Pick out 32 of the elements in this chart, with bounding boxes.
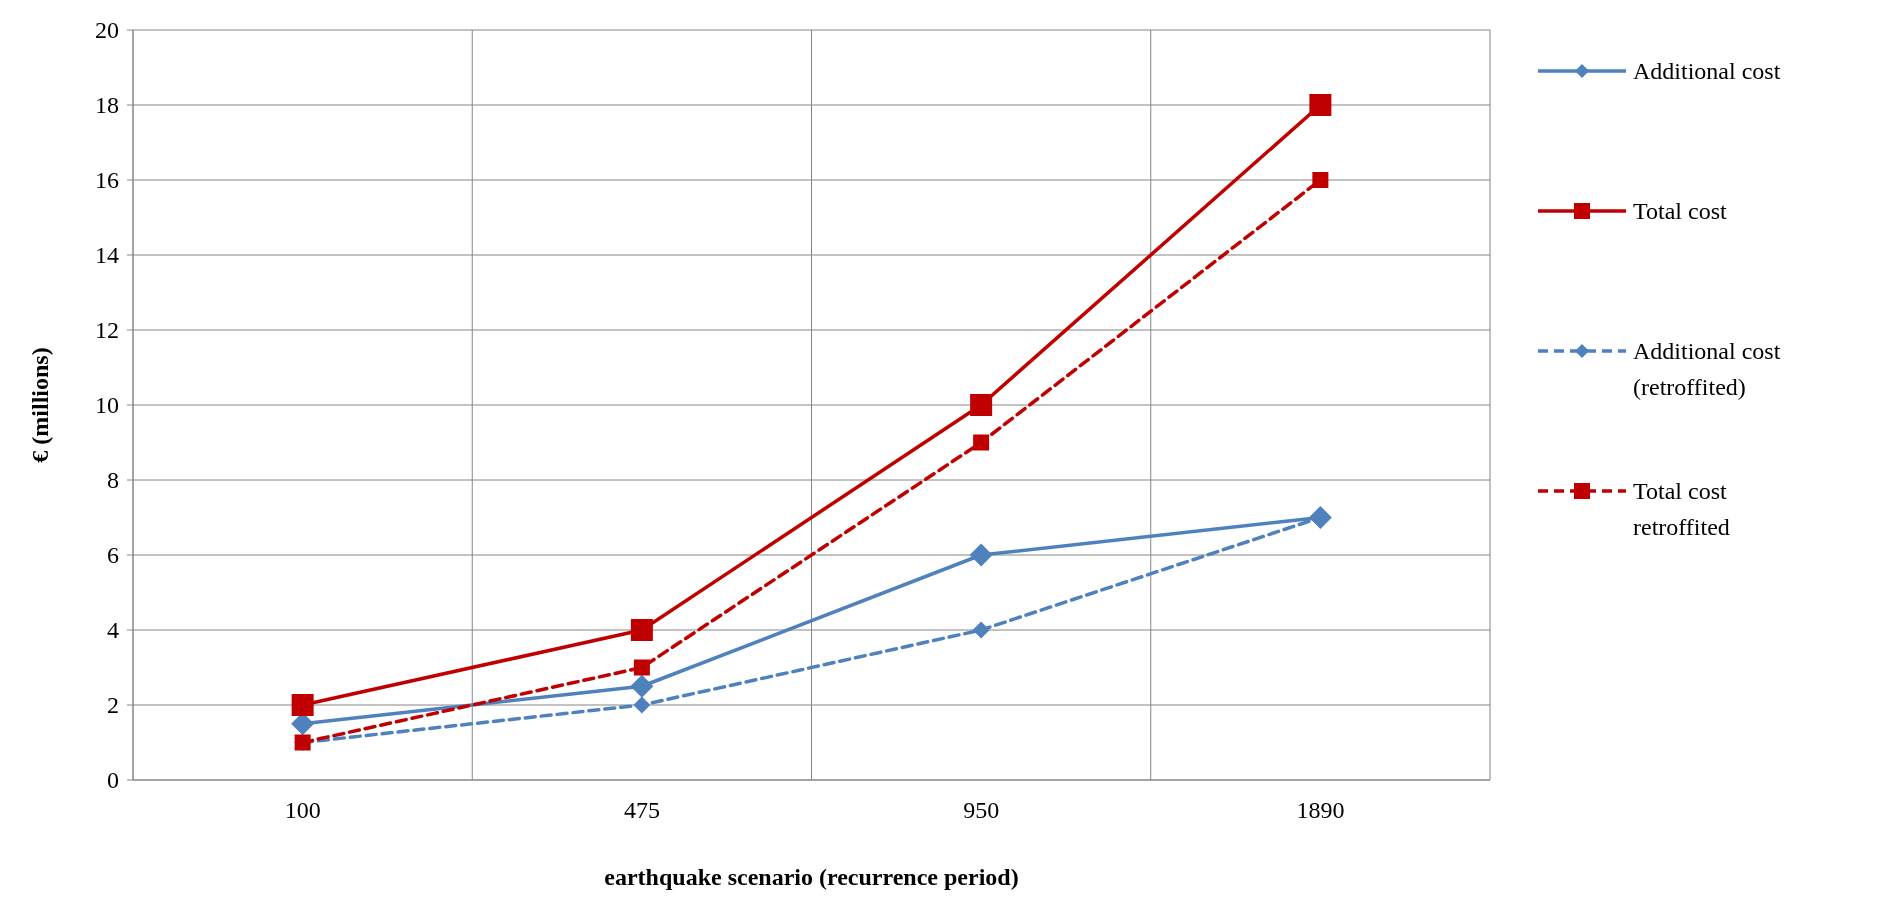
point: [972, 621, 990, 639]
legend-label: Additional cost (retroffited): [1633, 338, 1781, 401]
point: [633, 659, 650, 676]
legend-label: Additional cost: [1633, 58, 1781, 85]
point: [633, 696, 651, 714]
legend-label: Total cost: [1633, 198, 1727, 225]
y-tick-label: 6: [107, 542, 119, 569]
y-tick-label: 10: [95, 392, 119, 419]
y-tick-label: 12: [95, 317, 119, 344]
point: [630, 619, 653, 641]
point: [1312, 172, 1329, 188]
point: [1309, 94, 1332, 116]
point: [969, 543, 993, 567]
point: [630, 674, 654, 698]
y-axis-title: € (millions): [27, 347, 53, 463]
x-tick-label: 1890: [1296, 797, 1345, 823]
y-tick-label: 0: [107, 767, 119, 794]
point: [973, 434, 990, 451]
y-tick-label: 4: [107, 617, 119, 644]
y-tick-label: 18: [95, 92, 119, 119]
x-axis-title: earthquake scenario (recurrence period): [604, 864, 1019, 890]
x-tick-label: 100: [284, 797, 321, 823]
x-tick-label: 950: [963, 797, 1000, 823]
y-tick-label: 20: [95, 17, 119, 44]
y-tick-label: 16: [95, 167, 119, 194]
point: [291, 694, 314, 716]
x-tick-label: 475: [623, 797, 660, 823]
y-tick-label: 14: [95, 242, 119, 269]
y-tick-label: 2: [107, 692, 119, 719]
y-tick-label: 8: [107, 467, 119, 494]
point: [970, 394, 993, 416]
legend-label: Total cost retroffited: [1633, 478, 1730, 541]
